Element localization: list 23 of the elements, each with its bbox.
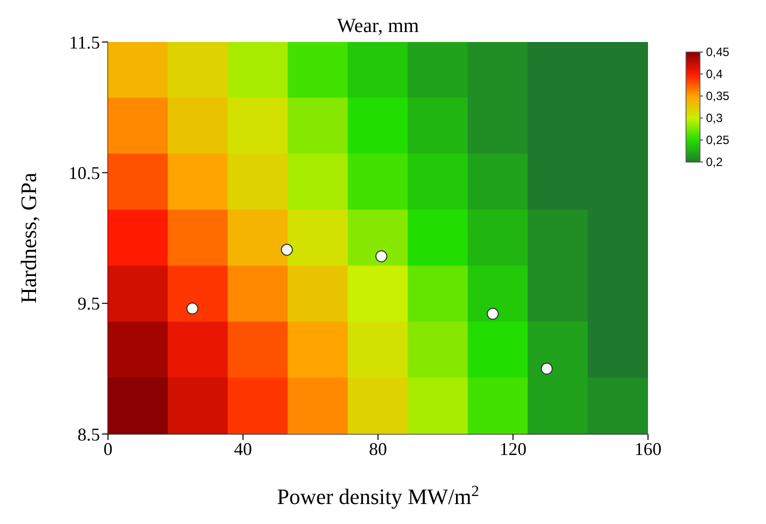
point xyxy=(186,302,198,315)
color-bar-label: 0,35 xyxy=(706,89,730,103)
x-tick-label: 120 xyxy=(500,438,526,459)
y-tick-label: 11.5 xyxy=(69,32,100,52)
color-bar-label: 0,45 xyxy=(706,45,730,59)
y-axis-title: Hardness, GPa xyxy=(16,172,41,304)
color-bar-label: 0,2 xyxy=(706,155,724,169)
color-bar-label: 0,4 xyxy=(706,67,724,81)
point xyxy=(375,250,388,262)
x-tick-label: 0 xyxy=(104,438,112,459)
point xyxy=(540,362,553,375)
x-axis-title: Power density MW/m$^{2}$ xyxy=(276,482,480,509)
x-tick-label: 160 xyxy=(634,438,662,459)
color-bar-label: 0,3 xyxy=(706,111,724,125)
y-tick-label: 9.5 xyxy=(78,294,100,314)
y-tick-label: 8.5 xyxy=(78,424,100,444)
x-tick-label: 80 xyxy=(369,438,387,459)
y-tick-label: 10.5 xyxy=(68,163,100,184)
point xyxy=(280,244,293,256)
chart-title: Wear, mm xyxy=(336,15,420,37)
point xyxy=(486,308,499,320)
x-tick-label: 40 xyxy=(234,438,252,459)
color-bar-label: 0,25 xyxy=(706,133,730,147)
